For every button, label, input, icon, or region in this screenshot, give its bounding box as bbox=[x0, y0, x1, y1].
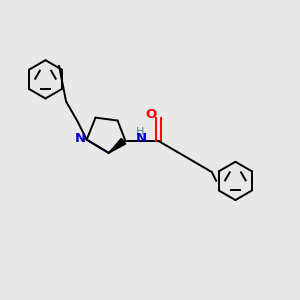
Text: N: N bbox=[136, 132, 147, 145]
Polygon shape bbox=[109, 138, 126, 153]
Text: N: N bbox=[75, 132, 86, 145]
Text: H: H bbox=[136, 127, 144, 137]
Text: O: O bbox=[146, 108, 157, 121]
